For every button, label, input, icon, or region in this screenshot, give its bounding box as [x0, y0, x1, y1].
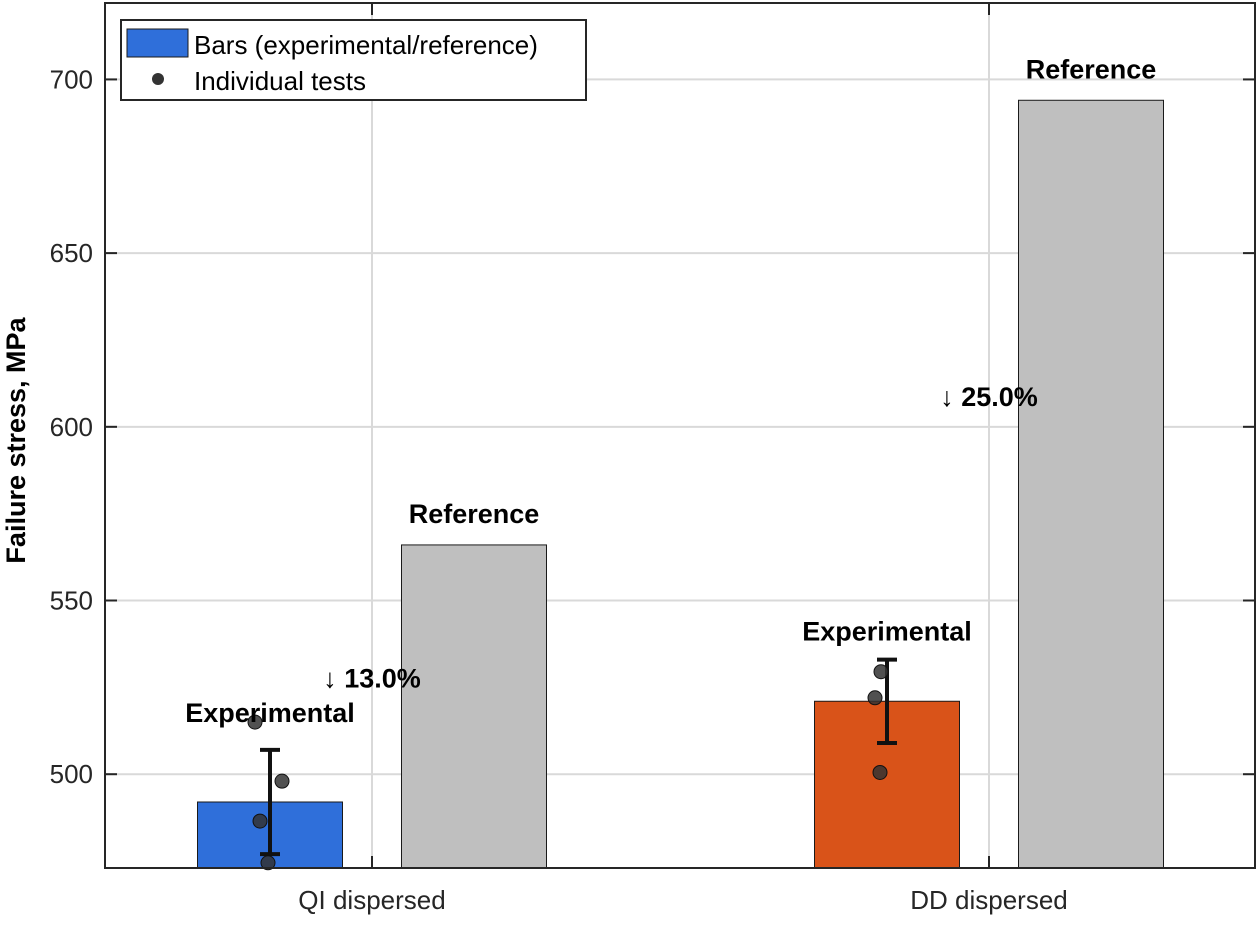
reference-label: Reference: [1026, 54, 1157, 84]
x-tick-label: DD dispersed: [910, 885, 1068, 915]
legend-swatch-dot: [152, 73, 164, 85]
legend-entry-bars: Bars (experimental/reference): [194, 30, 538, 60]
annotation-layer: Experimental Reference ↓ 13.0% Experimental…: [185, 54, 1156, 728]
legend-entry-individual-tests: Individual tests: [194, 66, 366, 96]
reference-label: Reference: [409, 499, 540, 529]
x-tick-label: QI dispersed: [298, 885, 445, 915]
individual-test-point: [247, 714, 263, 730]
tick-layer: 500 550 600 650 700 QI dispersed DD dispersed: [50, 3, 1255, 915]
individual-test-point: [867, 690, 883, 706]
experimental-label: Experimental: [185, 698, 355, 728]
experimental-label: Experimental: [802, 617, 972, 647]
individual-test-point: [260, 855, 276, 871]
individual-test-point: [872, 764, 888, 780]
legend-box: [120, 19, 587, 101]
individual-test-point: [873, 664, 889, 680]
y-tick-label: 700: [50, 64, 93, 94]
individual-tests-layer: [247, 664, 889, 871]
y-tick-label: 650: [50, 238, 93, 268]
y-tick-label: 500: [50, 759, 93, 789]
reduction-label: ↓ 13.0%: [323, 663, 421, 693]
y-tick-label: 600: [50, 412, 93, 442]
legend-swatch-bar: [126, 28, 189, 58]
y-axis-label: Failure stress, MPa: [1, 316, 31, 563]
y-tick-label: 550: [50, 586, 93, 616]
plot-frame: [104, 2, 1256, 869]
reference-bar: [401, 544, 547, 869]
legend: Bars (experimental/reference) Individual…: [120, 19, 587, 101]
bar-layer: [197, 99, 1164, 869]
reference-bar: [1018, 99, 1164, 869]
individual-test-point: [274, 773, 290, 789]
reduction-label: ↓ 25.0%: [940, 382, 1038, 412]
individual-test-point: [252, 813, 268, 829]
